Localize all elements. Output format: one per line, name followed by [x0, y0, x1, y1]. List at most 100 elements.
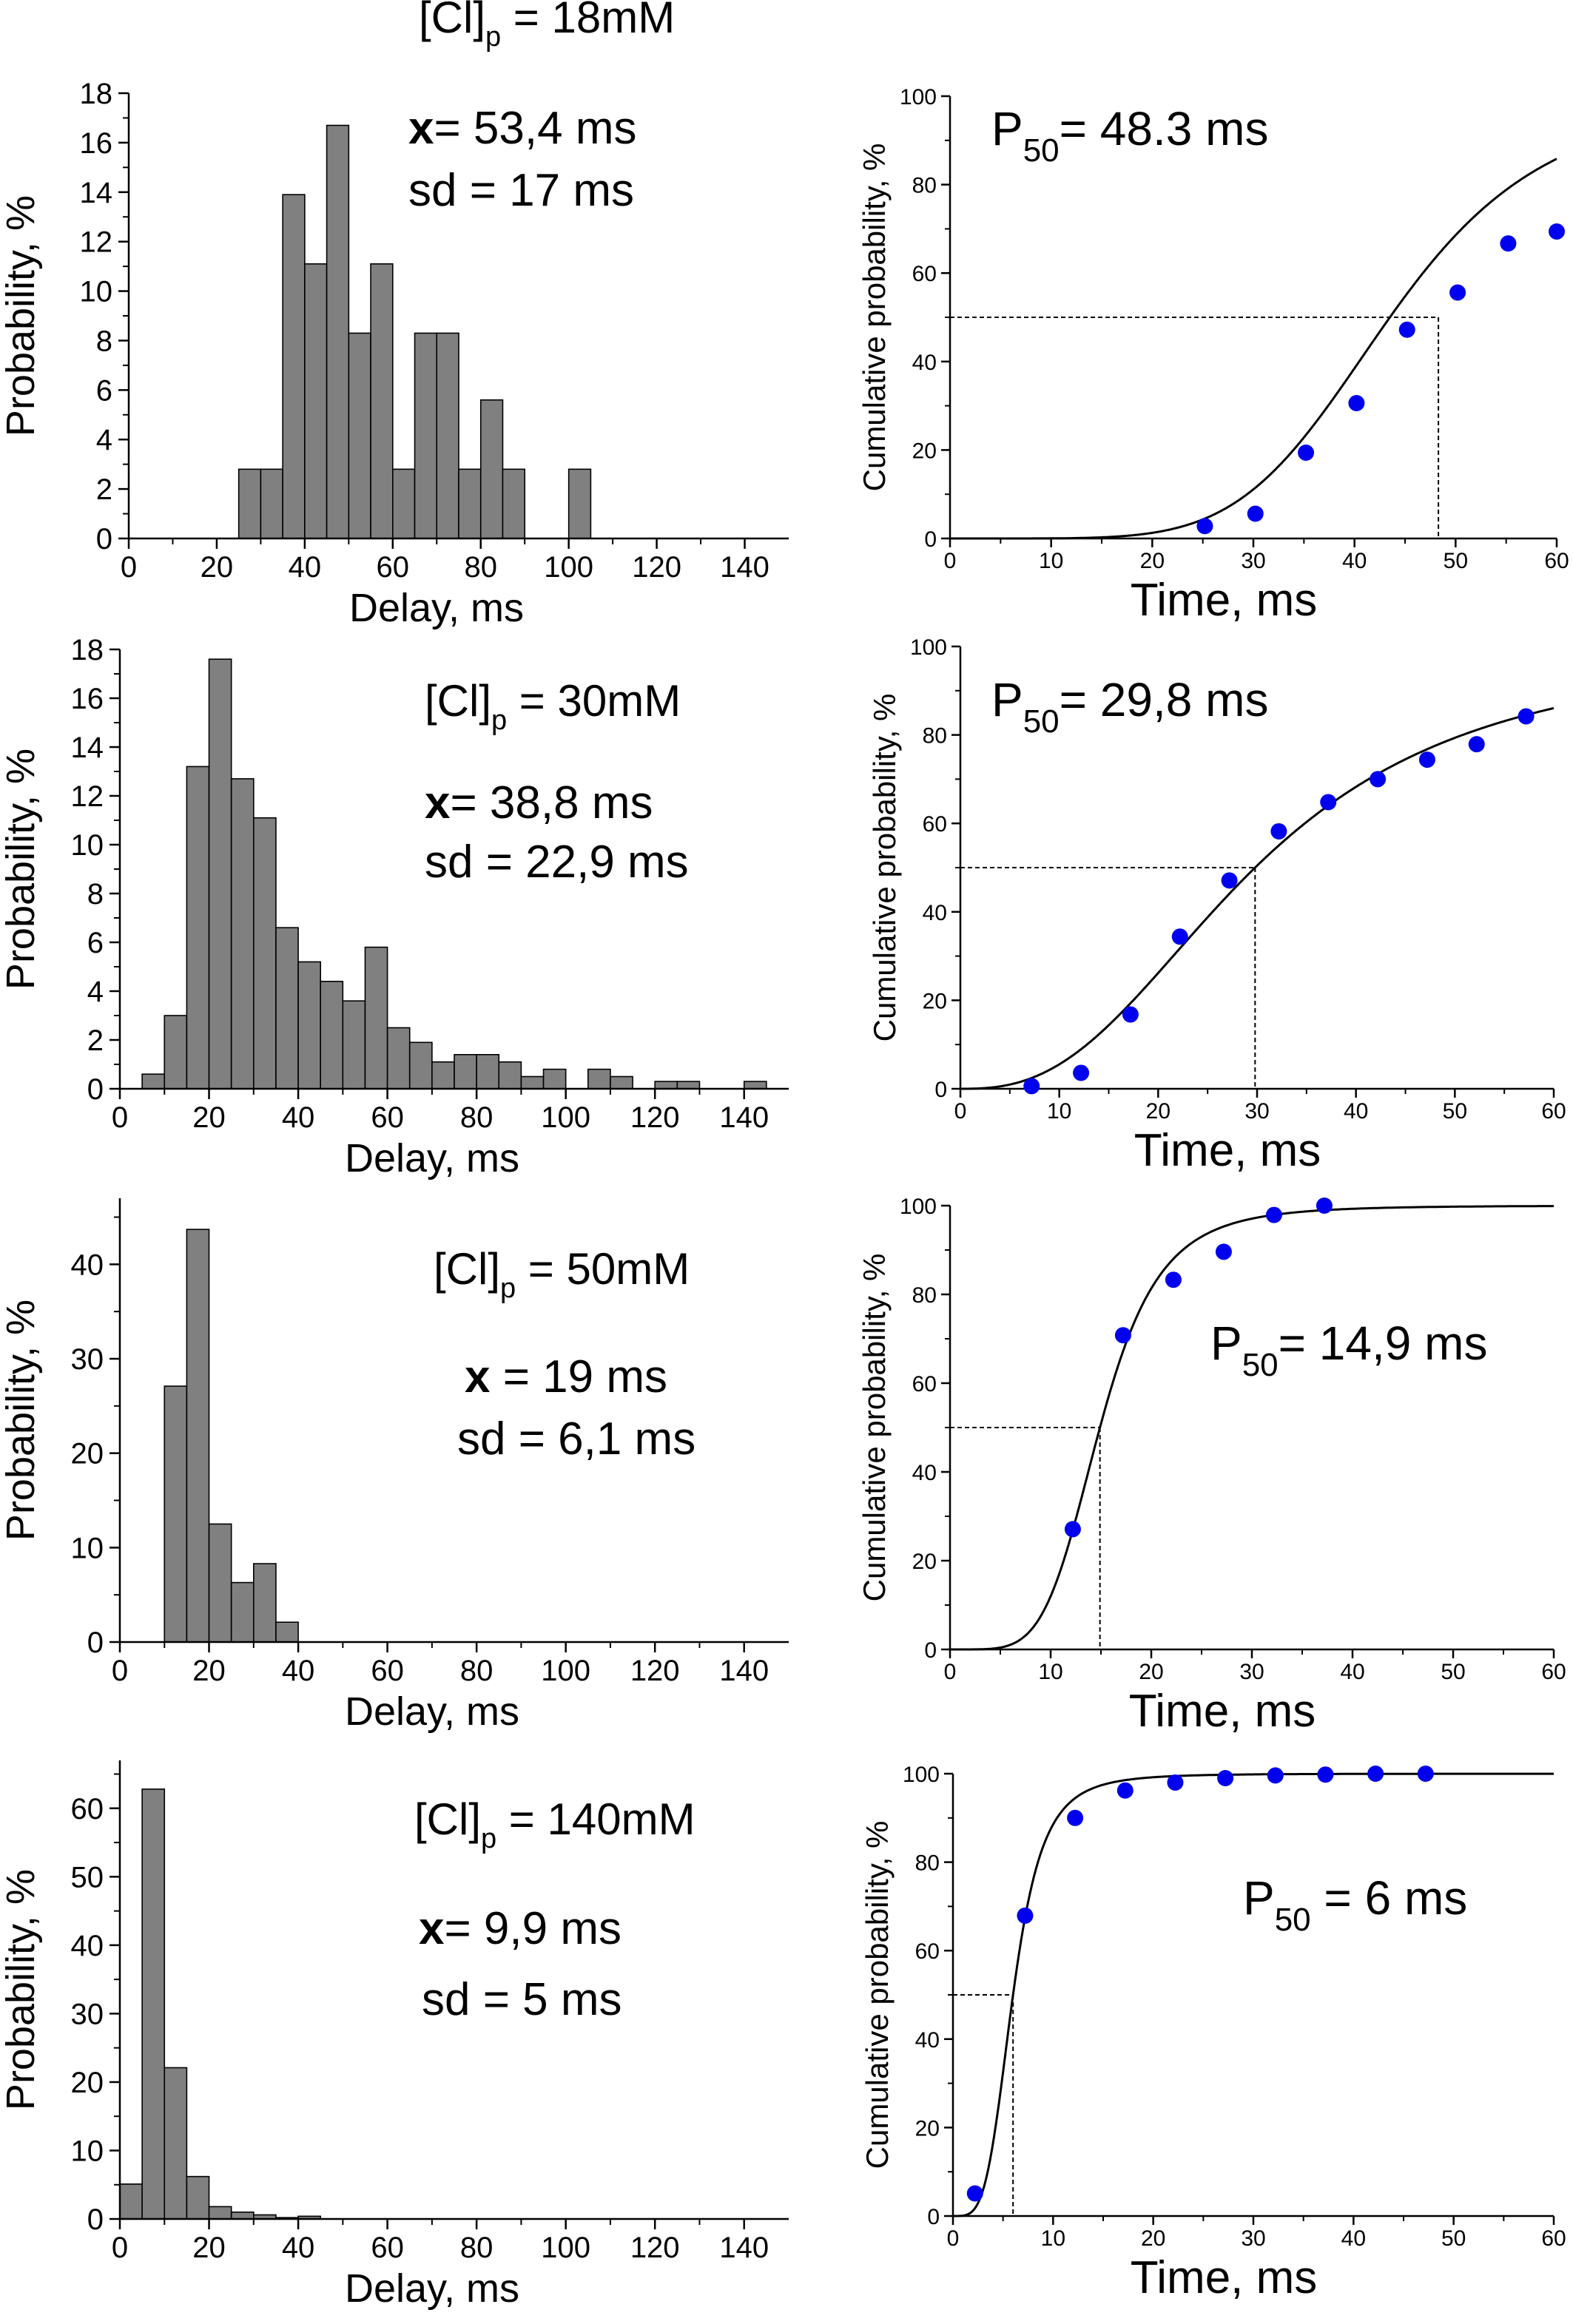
- hist-30-x-tick-label: 140: [719, 1101, 769, 1134]
- cum-50-y-tick-label: 40: [912, 1461, 937, 1485]
- hist-140-bar-2: [164, 2067, 188, 2220]
- hist-30-bar-10: [364, 946, 388, 1090]
- hist-18-bar-16: [567, 468, 592, 539]
- cum-140-x-tick-label: 20: [1141, 2226, 1165, 2251]
- hist-30-x-tick-label: 80: [460, 1101, 494, 1134]
- hist-50-bar-5: [275, 1621, 299, 1643]
- hist-30-sd-label: sd = 22,9 ms: [425, 837, 689, 888]
- cum-18-data-point-1: [1247, 505, 1264, 522]
- hist-30-y-tick-label: 8: [87, 878, 104, 911]
- hist-50-bar-0: [164, 1385, 188, 1643]
- p50-symbol: P: [991, 673, 1023, 726]
- cum-140-p50-label: P50 = 6 ms: [1243, 1871, 1467, 1938]
- cum-30-data-point-1: [1073, 1064, 1090, 1081]
- cum-140-x-tick-label: 40: [1341, 2226, 1366, 2251]
- hist-30-bar-21: [610, 1075, 633, 1090]
- hist-140-sd-label: sd = 5 ms: [422, 1974, 622, 2025]
- hist-30-bar-13: [431, 1061, 455, 1090]
- mean-symbol: x: [419, 1903, 445, 1954]
- cum-140-data-point-9: [1417, 1766, 1434, 1782]
- cum-18-fit-curve: [950, 158, 1557, 540]
- cum-140-y-tick-label: 0: [927, 2205, 940, 2229]
- hist-30-bar-3: [208, 658, 232, 1090]
- hist-140-bar-5: [230, 2211, 255, 2220]
- hist-140-bar-0: [119, 2183, 143, 2220]
- hist-50-x-tick-label: 140: [719, 1655, 769, 1687]
- cum-140-data-point-7: [1317, 1766, 1334, 1783]
- mean-symbol: x: [408, 103, 434, 154]
- cum-140-x-tick-label: 0: [947, 2226, 960, 2251]
- hist-18-x-tick-label: 100: [544, 551, 593, 584]
- cum-30-y-tick-label: 20: [923, 989, 947, 1013]
- hist-18-bar-8: [391, 468, 416, 539]
- hist-140-x-tick-label: 0: [112, 2232, 128, 2264]
- cum-140-x-tick-label: 50: [1441, 2226, 1466, 2251]
- cum-18-x-axis-label: Time, ms: [1131, 575, 1318, 626]
- hist-18-mean-label: x= 53,4 ms: [408, 103, 636, 154]
- hist-140-y-tick-label: 40: [71, 1930, 104, 1962]
- hist-18-bar-9: [414, 332, 438, 539]
- cum-18-x-tick-label: 0: [944, 549, 957, 573]
- cum-30-data-point-6: [1320, 794, 1337, 811]
- cum-50-y-tick-label: 0: [924, 1638, 937, 1663]
- hist-140-x-tick-label: 100: [541, 2232, 590, 2264]
- hist-18-bar-2: [260, 468, 283, 539]
- cum-18-data-point-2: [1298, 444, 1315, 461]
- condition-value: = 50mM: [516, 1244, 690, 1294]
- hist-30-bar-24: [676, 1081, 701, 1090]
- cum-18-y-tick-label: 0: [924, 527, 937, 552]
- p50-subscript: 50: [1023, 703, 1060, 740]
- hist-30-y-tick-label: 10: [71, 829, 104, 862]
- hist-50-y-axis-label: Probability, %: [0, 1300, 43, 1541]
- hist-18-bar-11: [458, 468, 482, 539]
- hist-30-x-tick-label: 0: [112, 1101, 128, 1134]
- p50-subscript: 50: [1242, 1347, 1279, 1383]
- p50-value: = 14,9 ms: [1279, 1317, 1488, 1370]
- cum-30-y-tick-label: 40: [923, 901, 947, 925]
- cum-140-y-tick-label: 80: [915, 1851, 940, 1876]
- cum-18-y-tick-label: 60: [912, 262, 937, 286]
- hist-50-y-tick-label: 30: [71, 1343, 104, 1376]
- cum-30-data-point-2: [1122, 1006, 1139, 1023]
- cum-50-x-tick-label: 40: [1340, 1660, 1364, 1684]
- condition-ion: [Cl]: [419, 0, 485, 42]
- cum-18-y-axis-label: Cumulative probability, %: [857, 143, 892, 492]
- hist-18-y-tick-label: 8: [96, 325, 112, 357]
- hist-50-bar-1: [186, 1229, 210, 1643]
- hist-140-y-tick-label: 60: [71, 1793, 104, 1825]
- cum-30-y-tick-label: 100: [910, 635, 947, 660]
- hist-140-y-tick-label: 10: [71, 2135, 104, 2167]
- cum-50-y-tick-label: 100: [900, 1195, 937, 1219]
- cum-30-p50-label: P50= 29,8 ms: [991, 673, 1268, 740]
- cum-140-data-point-5: [1217, 1769, 1234, 1786]
- hist-30-bar-11: [386, 1027, 411, 1090]
- hist-30-y-tick-label: 12: [71, 780, 104, 813]
- hist-30-bar-15: [476, 1054, 500, 1090]
- cum-50-data-point-3: [1215, 1243, 1232, 1260]
- cum-50-y-axis-label: Cumulative probability, %: [857, 1254, 892, 1602]
- hist-30-y-tick-label: 4: [87, 976, 104, 1008]
- hist-30-bar-20: [587, 1068, 611, 1090]
- hist-30-bar-7: [297, 961, 322, 1090]
- hist-30-y-tick-label: 6: [87, 927, 104, 959]
- cum-18-y-tick-label: 20: [912, 439, 937, 463]
- hist-18-bar-1: [238, 468, 262, 539]
- p50-value: = 29,8 ms: [1060, 673, 1269, 726]
- hist-30-condition-label: [Cl]p = 30mM: [425, 676, 681, 736]
- cum-30-x-tick-label: 10: [1047, 1099, 1071, 1124]
- hist-50-mean-label: x = 19 ms: [465, 1351, 667, 1402]
- hist-30-bar-5: [252, 817, 277, 1090]
- cum-30-data-point-0: [1023, 1078, 1040, 1095]
- p50-symbol: P: [991, 102, 1023, 155]
- hist-30-bar-8: [320, 981, 344, 1090]
- condition-value: = 18mM: [501, 0, 675, 42]
- cum-140-y-tick-label: 60: [915, 1939, 940, 1964]
- condition-subscript: p: [491, 705, 507, 736]
- cum-18-y-tick-label: 80: [912, 174, 937, 198]
- hist-18-x-tick-label: 120: [632, 551, 681, 584]
- cum-140-y-tick-label: 40: [915, 2028, 940, 2053]
- cum-50-y-tick-label: 60: [912, 1372, 937, 1396]
- cum-18-x-tick-label: 40: [1342, 549, 1367, 573]
- hist-18-y-tick-label: 10: [80, 276, 113, 308]
- hist-30-bar-12: [408, 1041, 433, 1090]
